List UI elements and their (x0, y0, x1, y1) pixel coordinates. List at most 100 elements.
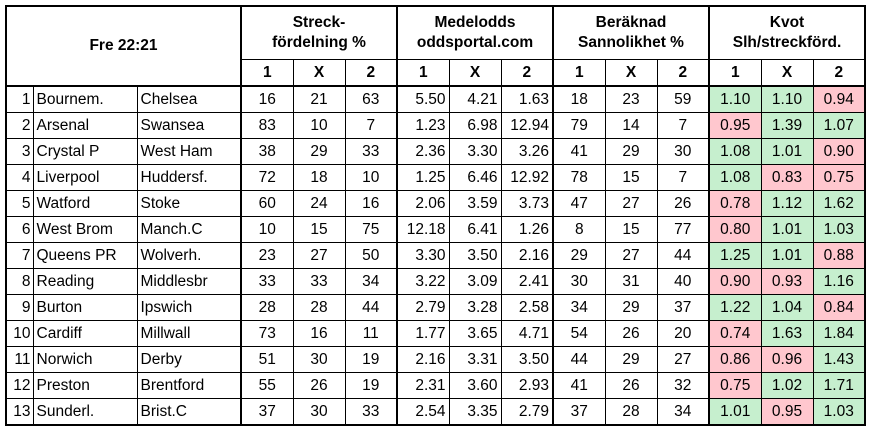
probability-percent: 40 (656, 268, 710, 295)
table-body: 1 Bournem. Chelsea 16 21 63 5.50 4.21 1.63 18 23 59… (5, 85, 866, 426)
average-odds: 2.79 (396, 294, 450, 321)
away-team: West Ham (136, 138, 242, 165)
streck-percent: 29 (292, 138, 346, 165)
ratio-value: 1.08 (708, 164, 762, 191)
streck-percent: 37 (240, 398, 294, 426)
outcome-header-x: X (448, 59, 502, 87)
away-team: Huddersf. (136, 164, 242, 191)
streck-percent: 38 (240, 138, 294, 165)
match-number: 11 (5, 346, 34, 373)
streck-percent: 28 (240, 294, 294, 321)
table-row: 13 Sunderl. Brist.C 37 30 33 2.54 3.35 2.79 37 28 3… (5, 398, 866, 426)
average-odds: 2.31 (396, 372, 450, 399)
away-team: Middlesbr (136, 268, 242, 295)
away-team: Swansea (136, 112, 242, 139)
table-row: 1 Bournem. Chelsea 16 21 63 5.50 4.21 1.63 18 23 59… (5, 85, 866, 113)
average-odds: 3.26 (500, 138, 554, 165)
probability-percent: 47 (552, 190, 606, 217)
home-team: Watford (32, 190, 138, 217)
away-team: Stoke (136, 190, 242, 217)
outcome-header-x: X (292, 59, 346, 87)
ratio-value: 0.86 (708, 346, 762, 373)
ratio-value: 1.63 (760, 320, 814, 347)
average-odds: 4.71 (500, 320, 554, 347)
ratio-value: 0.84 (812, 294, 866, 321)
streck-percent: 33 (344, 398, 398, 426)
ratio-value: 0.90 (708, 268, 762, 295)
streck-percent: 50 (344, 242, 398, 269)
ratio-value: 1.84 (812, 320, 866, 347)
average-odds: 2.06 (396, 190, 450, 217)
average-odds: 6.98 (448, 112, 502, 139)
average-odds: 2.36 (396, 138, 450, 165)
ratio-value: 1.10 (708, 85, 762, 113)
ratio-value: 0.75 (708, 372, 762, 399)
streck-percent: 60 (240, 190, 294, 217)
average-odds: 2.79 (500, 398, 554, 426)
streck-percent: 55 (240, 372, 294, 399)
ratio-value: 0.96 (760, 346, 814, 373)
home-team: Cardiff (32, 320, 138, 347)
ratio-value: 0.74 (708, 320, 762, 347)
ratio-value: 1.25 (708, 242, 762, 269)
ratio-value: 0.75 (812, 164, 866, 191)
header-row-groups: Fre 22:21 Streck-fördelning % Medelodds o… (5, 5, 866, 87)
ratio-value: 1.16 (812, 268, 866, 295)
streck-percent: 51 (240, 346, 294, 373)
average-odds: 3.50 (448, 242, 502, 269)
match-number: 6 (5, 216, 34, 243)
average-odds: 2.16 (500, 242, 554, 269)
streck-percent: 16 (240, 85, 294, 113)
average-odds: 3.22 (396, 268, 450, 295)
probability-percent: 27 (604, 242, 658, 269)
outcome-header-2: 2 (812, 59, 866, 87)
streck-percent: 16 (292, 320, 346, 347)
ratio-value: 0.83 (760, 164, 814, 191)
probability-percent: 18 (552, 85, 606, 113)
probability-percent: 30 (656, 138, 710, 165)
probability-percent: 34 (552, 294, 606, 321)
outcome-header-1: 1 (240, 59, 294, 87)
streck-percent: 26 (292, 372, 346, 399)
home-team: Queens PR (32, 242, 138, 269)
probability-percent: 79 (552, 112, 606, 139)
table-row: 11 Norwich Derby 51 30 19 2.16 3.31 3.50 44 29 27 0.… (5, 346, 866, 373)
streck-percent: 30 (292, 346, 346, 373)
ratio-value: 1.04 (760, 294, 814, 321)
table-row: 6 West Brom Manch.C 10 15 75 12.18 6.41 1.26 8 15 7… (5, 216, 866, 243)
average-odds: 1.23 (396, 112, 450, 139)
probability-percent: 26 (604, 372, 658, 399)
average-odds: 3.30 (396, 242, 450, 269)
home-team: Arsenal (32, 112, 138, 139)
average-odds: 1.77 (396, 320, 450, 347)
ratio-value: 1.71 (812, 372, 866, 399)
probability-percent: 37 (552, 398, 606, 426)
ratio-value: 1.01 (760, 216, 814, 243)
odds-table: Fre 22:21 Streck-fördelning % Medelodds o… (5, 5, 866, 426)
probability-percent: 37 (656, 294, 710, 321)
average-odds: 3.30 (448, 138, 502, 165)
streck-percent: 15 (292, 216, 346, 243)
table-row: 7 Queens PR Wolverh. 23 27 50 3.30 3.50 2.16 29 27… (5, 242, 866, 269)
home-team: Bournem. (32, 85, 138, 113)
away-team: Derby (136, 346, 242, 373)
ratio-value: 1.39 (760, 112, 814, 139)
streck-percent: 19 (344, 346, 398, 373)
streck-percent: 10 (292, 112, 346, 139)
ratio-value: 0.88 (812, 242, 866, 269)
probability-percent: 27 (604, 190, 658, 217)
outcome-header-x: X (760, 59, 814, 87)
match-number: 12 (5, 372, 34, 399)
table-row: 3 Crystal P West Ham 38 29 33 2.36 3.30 3.26 41 29… (5, 138, 866, 165)
match-number: 8 (5, 268, 34, 295)
group-header-ratio: Kvot Slh/streckförd. (708, 5, 866, 60)
table-row: 9 Burton Ipswich 28 28 44 2.79 3.28 2.58 34 29 37 1.… (5, 294, 866, 321)
probability-percent: 59 (656, 85, 710, 113)
streck-percent: 63 (344, 85, 398, 113)
average-odds: 6.46 (448, 164, 502, 191)
streck-percent: 73 (240, 320, 294, 347)
streck-percent: 11 (344, 320, 398, 347)
average-odds: 1.25 (396, 164, 450, 191)
probability-percent: 29 (604, 138, 658, 165)
average-odds: 3.28 (448, 294, 502, 321)
